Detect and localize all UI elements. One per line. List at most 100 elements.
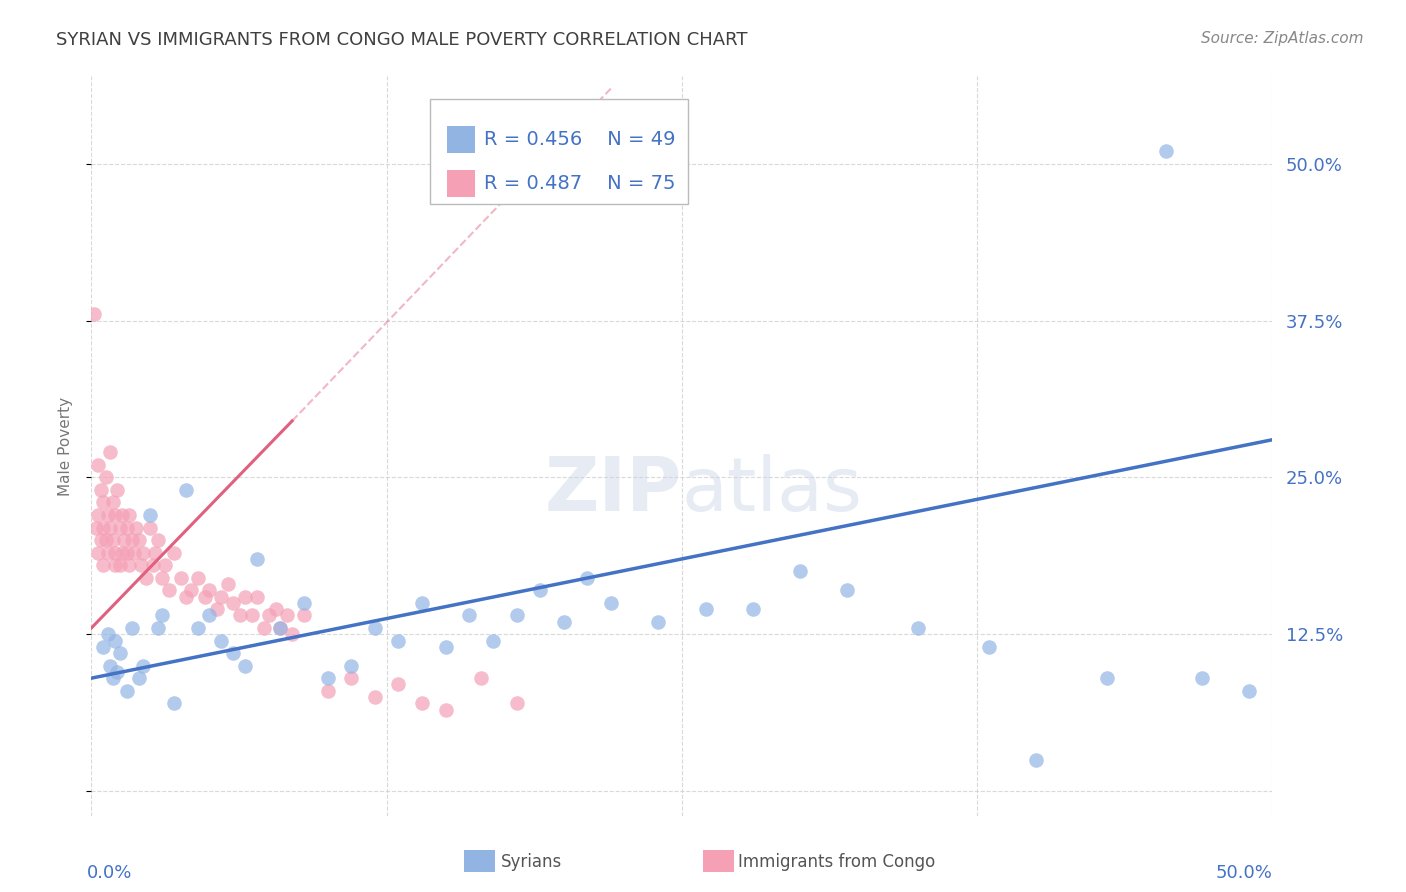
Point — [115, 520, 138, 534]
Point — [98, 445, 121, 459]
Point — [146, 533, 169, 548]
Point — [470, 671, 492, 685]
Point — [458, 608, 481, 623]
Point — [94, 533, 117, 548]
Point — [340, 658, 363, 673]
Point — [529, 583, 551, 598]
Point — [118, 558, 141, 573]
Point — [108, 520, 131, 534]
Point — [387, 677, 409, 691]
Point — [269, 621, 291, 635]
Point — [157, 583, 180, 598]
Point — [105, 483, 128, 497]
Point — [364, 690, 387, 704]
Point — [600, 596, 623, 610]
Point — [233, 590, 256, 604]
Point — [217, 577, 239, 591]
Point — [505, 608, 527, 623]
Point — [281, 627, 304, 641]
Point — [194, 590, 217, 604]
Point — [741, 602, 763, 616]
Point — [115, 683, 138, 698]
Point — [198, 608, 221, 623]
Point — [98, 658, 121, 673]
Point — [387, 633, 409, 648]
Point — [257, 608, 280, 623]
Point — [121, 621, 143, 635]
Point — [91, 640, 114, 654]
Point — [316, 683, 339, 698]
Text: Syrians: Syrians — [501, 853, 562, 871]
Point — [789, 565, 811, 579]
Point — [101, 671, 124, 685]
Text: ZIP: ZIP — [544, 454, 682, 527]
Point — [97, 627, 120, 641]
Point — [94, 470, 117, 484]
Point — [104, 546, 127, 560]
Point — [132, 546, 155, 560]
Point — [1154, 144, 1177, 158]
Point — [115, 546, 138, 560]
Point — [264, 602, 287, 616]
Point — [198, 583, 221, 598]
Point — [114, 533, 136, 548]
Point — [87, 458, 110, 472]
Point — [129, 558, 152, 573]
Point — [132, 658, 155, 673]
Point — [104, 508, 127, 522]
Point — [292, 596, 315, 610]
Text: Source: ZipAtlas.com: Source: ZipAtlas.com — [1201, 31, 1364, 46]
Text: atlas: atlas — [682, 454, 863, 527]
Point — [150, 608, 173, 623]
Point — [128, 533, 150, 548]
Point — [84, 520, 107, 534]
Point — [104, 633, 127, 648]
Point — [240, 608, 263, 623]
Text: Immigrants from Congo: Immigrants from Congo — [738, 853, 935, 871]
Point — [98, 520, 121, 534]
Point — [553, 615, 575, 629]
Text: R = 0.487    N = 75: R = 0.487 N = 75 — [484, 174, 675, 193]
Point — [187, 621, 209, 635]
Point — [125, 520, 148, 534]
Point — [222, 596, 245, 610]
Point — [907, 621, 929, 635]
Point — [695, 602, 717, 616]
Text: 50.0%: 50.0% — [1216, 863, 1272, 882]
Point — [233, 658, 256, 673]
Point — [122, 546, 145, 560]
Point — [1191, 671, 1213, 685]
Point — [246, 590, 269, 604]
Point — [118, 508, 141, 522]
Point — [364, 621, 387, 635]
Point — [111, 546, 134, 560]
Point — [97, 546, 120, 560]
Point — [111, 508, 134, 522]
Point — [163, 696, 186, 710]
Point — [174, 483, 197, 497]
Text: R = 0.456    N = 49: R = 0.456 N = 49 — [484, 129, 675, 149]
Y-axis label: Male Poverty: Male Poverty — [58, 396, 73, 496]
Point — [139, 520, 162, 534]
Point — [87, 546, 110, 560]
Point — [977, 640, 1000, 654]
Point — [229, 608, 252, 623]
Point — [90, 533, 112, 548]
Point — [205, 602, 228, 616]
Point — [246, 552, 269, 566]
Point — [482, 633, 505, 648]
Text: SYRIAN VS IMMIGRANTS FROM CONGO MALE POVERTY CORRELATION CHART: SYRIAN VS IMMIGRANTS FROM CONGO MALE POV… — [56, 31, 748, 49]
Point — [163, 546, 186, 560]
Point — [222, 646, 245, 660]
Point — [1237, 683, 1260, 698]
Point — [434, 702, 457, 716]
Point — [90, 483, 112, 497]
Point — [121, 533, 143, 548]
Point — [104, 558, 127, 573]
Point — [411, 596, 433, 610]
Point — [150, 571, 173, 585]
Point — [108, 646, 131, 660]
Point — [209, 633, 232, 648]
Point — [139, 508, 162, 522]
Point — [170, 571, 193, 585]
